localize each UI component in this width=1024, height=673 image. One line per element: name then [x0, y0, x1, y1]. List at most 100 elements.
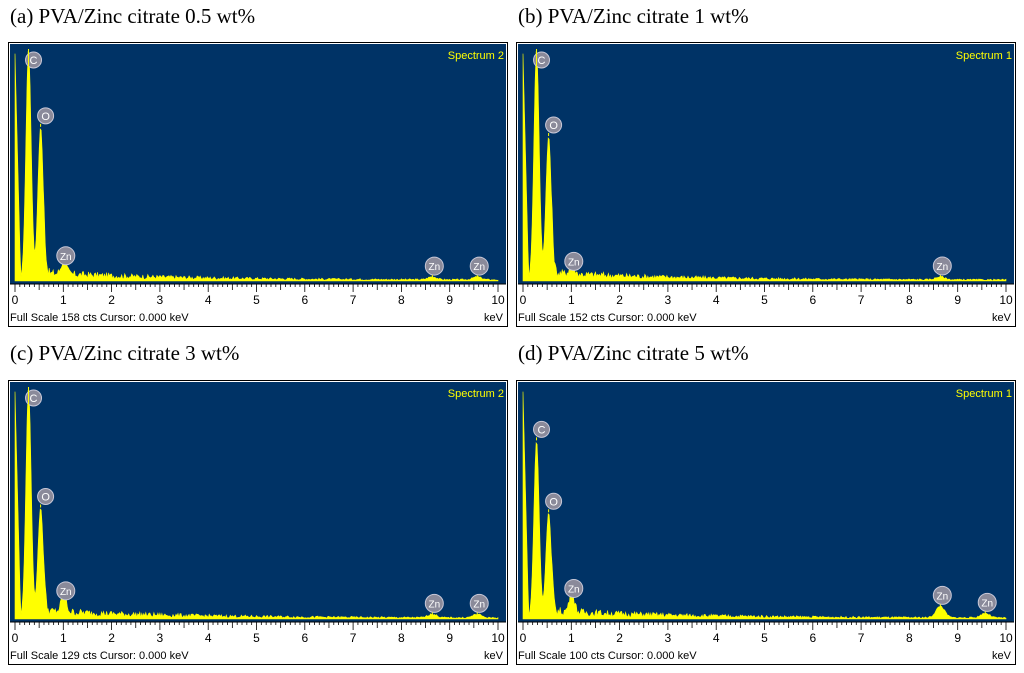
x-tick-label: 1 [568, 631, 575, 645]
peak-label-zn: Zn [469, 593, 489, 616]
eds-spectrum-chart-a: Spectrum 2 C O Zn Zn Zn 0 1 2 3 4 5 6 7 8 9 10 [10, 49, 506, 307]
x-tick-label: 3 [157, 631, 164, 645]
x-tick-label: 10 [491, 631, 505, 645]
eds-spectrum-chart-d: Spectrum 1 C O Zn Zn Zn 0 1 2 3 4 5 6 7 8 9 10 [518, 388, 1014, 645]
peak-label-zn: Zn [424, 256, 444, 279]
eds-panel-a: Spectrum 2 C O Zn Zn Zn 0 1 2 3 4 5 6 7 8 9 10 Full Scal… [8, 42, 508, 327]
peak-label-zn: Zn [564, 251, 584, 274]
x-tick-label: 10 [999, 293, 1013, 307]
footer-readout: Full Scale 158 cts Cursor: 0.000 keV [10, 312, 189, 324]
peak-element: Zn [568, 584, 580, 595]
peak-label-zn: Zn [932, 585, 952, 608]
peak-label-c: C [25, 49, 43, 69]
peak-element: C [538, 55, 546, 67]
footer-readout: Full Scale 152 cts Cursor: 0.000 keV [518, 312, 697, 324]
x-tick-label: 2 [616, 293, 623, 307]
peak-element: C [30, 393, 38, 405]
spectrum-series [522, 51, 1007, 282]
peak-element: C [30, 55, 38, 67]
x-tick-label: 5 [253, 631, 260, 645]
peak-marker [564, 578, 584, 598]
peak-marker [56, 246, 76, 266]
footer-readout: Full Scale 129 cts Cursor: 0.000 keV [10, 650, 189, 662]
x-tick-label: 9 [446, 293, 453, 307]
peak-element: O [549, 496, 558, 508]
panel-d-title: (d) PVA/Zinc citrate 5 wt% [518, 341, 749, 365]
peak-marker [932, 585, 952, 605]
peak-element: Zn [473, 262, 485, 273]
x-units: keV [484, 650, 503, 662]
peak-label-zn: Zn [469, 256, 489, 279]
peak-element: O [41, 491, 50, 503]
x-tick-label: 8 [398, 293, 405, 307]
x-tick-label: 0 [12, 631, 19, 645]
eds-spectrum-chart-c: Spectrum 2 C O Zn Zn Zn 0 1 2 3 4 5 6 7 8 9 10 [10, 387, 506, 645]
peak-marker [564, 251, 584, 271]
x-tick-label: 9 [954, 631, 961, 645]
peak-marker [37, 107, 55, 125]
x-tick-label: 10 [491, 293, 505, 307]
x-tick-label: 7 [858, 293, 865, 307]
x-tick-label: 2 [108, 293, 115, 307]
x-tick-label: 4 [205, 631, 212, 645]
peak-label-o: O [37, 107, 55, 127]
x-tick-label: 1 [568, 293, 575, 307]
x-tick-label: 5 [253, 293, 260, 307]
plot-area [10, 44, 506, 284]
x-tick-label: 9 [446, 631, 453, 645]
plot-area [518, 382, 1014, 622]
peak-element: Zn [936, 262, 948, 273]
x-tick-label: 8 [906, 631, 913, 645]
plot-area [518, 44, 1014, 284]
peak-marker [469, 256, 489, 276]
peak-label-zn: Zn [56, 246, 76, 268]
peak-marker [533, 420, 551, 438]
peak-element: Zn [936, 591, 948, 602]
x-tick-label: 8 [906, 293, 913, 307]
peak-label-zn: Zn [564, 578, 584, 601]
x-tick-label: 7 [350, 631, 357, 645]
panel-b-title: (b) PVA/Zinc citrate 1 wt% [518, 4, 749, 28]
x-units: keV [992, 650, 1011, 662]
peak-label-c: C [25, 387, 43, 407]
peak-marker [932, 256, 952, 276]
peak-marker [469, 593, 489, 613]
x-tick-label: 9 [954, 293, 961, 307]
eds-panel-d: Spectrum 1 C O Zn Zn Zn 0 1 2 3 4 5 6 7 8 9 10 Full Scal… [516, 380, 1016, 665]
peak-element: C [538, 424, 546, 436]
x-tick-label: 6 [301, 293, 308, 307]
peak-marker [56, 581, 76, 601]
x-tick-label: 8 [398, 631, 405, 645]
x-tick-label: 10 [999, 631, 1013, 645]
x-tick-label: 1 [60, 293, 67, 307]
eds-spectrum-chart-b: Spectrum 1 C O Zn Zn 0 1 2 3 4 5 6 7 8 9 10 [518, 49, 1014, 307]
x-units: keV [484, 312, 503, 324]
peak-marker [545, 492, 563, 510]
spectrum-label: Spectrum 2 [448, 388, 504, 400]
spectrum-series [14, 51, 499, 282]
x-tick-label: 3 [665, 293, 672, 307]
peak-label-o: O [37, 487, 55, 508]
x-tick-label: 1 [60, 631, 67, 645]
x-tick-label: 5 [761, 631, 768, 645]
peak-label-c: C [533, 49, 551, 69]
peak-marker [545, 116, 563, 134]
peak-element: Zn [60, 252, 72, 263]
peak-marker [25, 51, 43, 69]
eds-panel-b: Spectrum 1 C O Zn Zn 0 1 2 3 4 5 6 7 8 9 10 Full Scale … [516, 42, 1016, 327]
peak-label-zn: Zn [424, 593, 444, 616]
peak-marker [424, 256, 444, 276]
eds-panel-c: Spectrum 2 C O Zn Zn Zn 0 1 2 3 4 5 6 7 8 9 10 Full Scal… [8, 380, 508, 665]
peak-element: Zn [60, 587, 72, 598]
peak-label-zn: Zn [932, 256, 952, 278]
plot-area [10, 382, 506, 622]
x-tick-label: 5 [761, 293, 768, 307]
peak-label-c: C [533, 420, 551, 441]
x-tick-label: 0 [520, 631, 527, 645]
x-tick-label: 3 [665, 631, 672, 645]
peak-label-o: O [545, 116, 563, 136]
peak-marker [37, 487, 55, 505]
peak-element: O [41, 111, 50, 123]
footer-readout: Full Scale 100 cts Cursor: 0.000 keV [518, 650, 697, 662]
peak-element: Zn [568, 257, 580, 268]
